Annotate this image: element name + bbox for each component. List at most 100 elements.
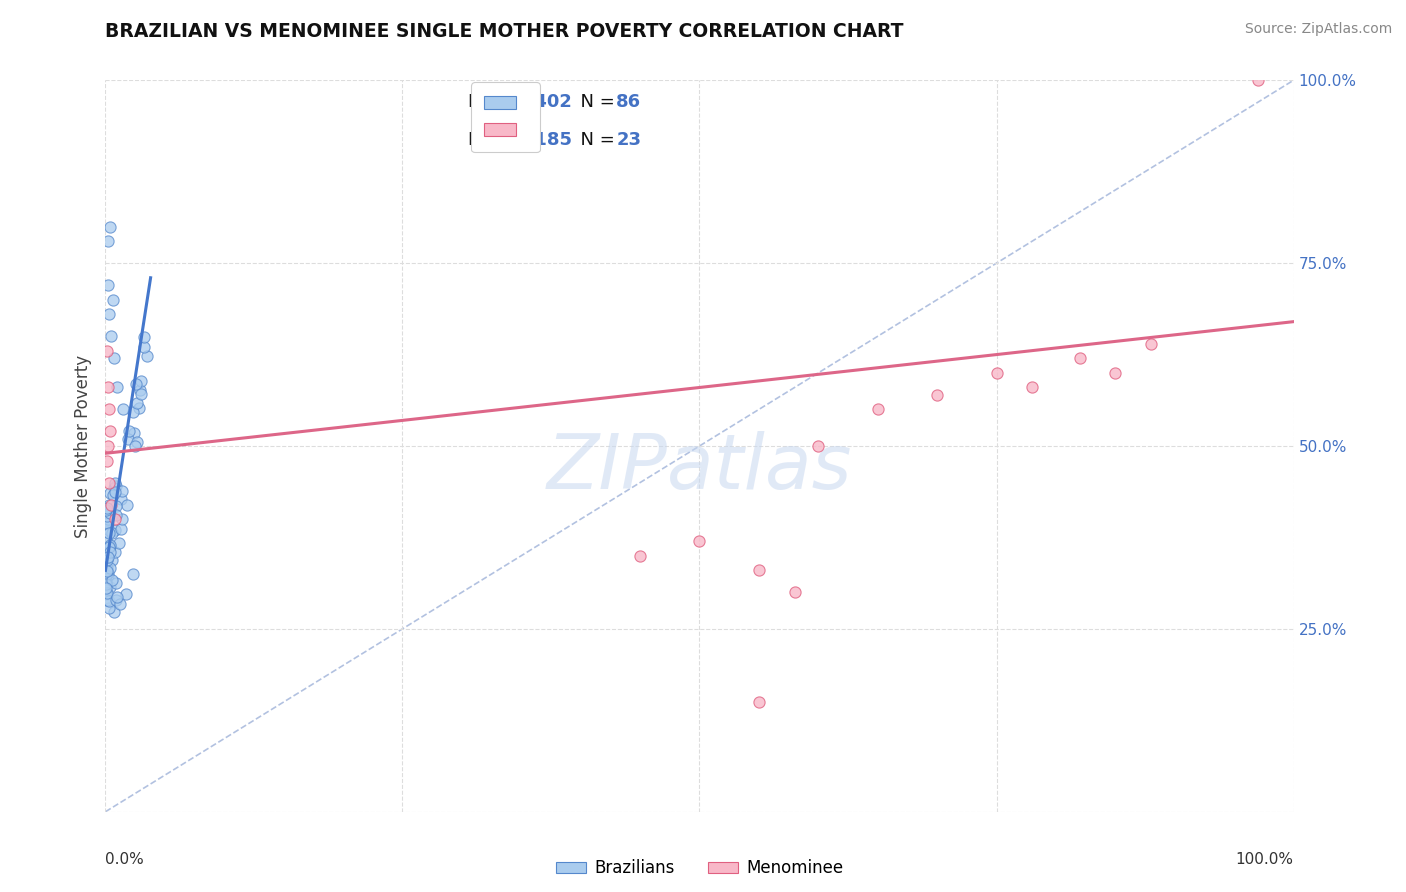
Point: [104, 524, 127, 538]
Point: [103, 351, 125, 366]
Point: [103, 481, 125, 495]
Text: 0.0%: 0.0%: [105, 852, 145, 867]
Point: [111, 483, 134, 498]
Point: [97, 380, 120, 394]
Point: [98, 506, 121, 520]
Point: [98, 523, 121, 537]
Point: [94, 546, 117, 560]
Point: [115, 499, 138, 513]
Point: [111, 512, 134, 526]
Point: [96, 586, 118, 600]
Point: [96, 516, 118, 531]
Point: [101, 488, 124, 502]
Text: N =: N =: [569, 131, 620, 150]
Point: [100, 498, 122, 512]
Point: [98, 560, 121, 574]
Point: [94, 503, 117, 517]
Text: R =: R =: [468, 93, 506, 111]
Point: [97, 278, 120, 293]
Point: [94, 513, 117, 527]
Point: [94, 575, 117, 590]
Point: [122, 567, 145, 582]
Point: [98, 219, 121, 234]
Point: [925, 388, 948, 402]
Point: [104, 545, 127, 559]
Point: [103, 605, 125, 619]
Point: [125, 435, 148, 450]
Point: [104, 576, 127, 591]
Point: [97, 439, 120, 453]
Point: [108, 597, 131, 611]
Text: 23: 23: [616, 131, 641, 150]
Point: [108, 535, 131, 549]
Point: [129, 374, 152, 388]
Text: Source: ZipAtlas.com: Source: ZipAtlas.com: [1244, 22, 1392, 37]
Point: [98, 425, 121, 439]
Point: [96, 552, 118, 566]
Point: [96, 453, 118, 467]
Y-axis label: Single Mother Poverty: Single Mother Poverty: [75, 354, 93, 538]
Point: [115, 587, 138, 601]
Point: [96, 501, 118, 516]
Point: [97, 566, 120, 580]
Point: [748, 563, 770, 577]
Text: R =: R =: [468, 131, 506, 150]
Point: [1247, 73, 1270, 87]
Point: [748, 695, 770, 709]
Point: [112, 402, 135, 417]
Point: [97, 516, 120, 530]
Point: [105, 590, 128, 604]
Point: [1021, 380, 1043, 394]
Text: 0.402: 0.402: [516, 93, 572, 111]
Point: [105, 593, 128, 607]
Point: [96, 512, 118, 526]
Point: [129, 383, 152, 397]
Point: [98, 541, 121, 555]
Point: [96, 560, 118, 574]
Point: [97, 499, 120, 513]
Point: [98, 307, 121, 321]
Point: [124, 425, 146, 440]
Point: [1140, 336, 1163, 351]
Point: [96, 509, 118, 524]
Point: [94, 567, 117, 582]
Point: [117, 432, 139, 446]
Point: [97, 234, 120, 248]
Point: [104, 499, 127, 513]
Point: [1104, 366, 1126, 380]
Point: [104, 512, 127, 526]
Point: [96, 564, 118, 578]
Point: [986, 366, 1008, 380]
Point: [98, 538, 121, 552]
Point: [104, 476, 127, 491]
Point: [98, 539, 121, 553]
Point: [100, 526, 122, 541]
Point: [807, 439, 830, 453]
Point: [101, 293, 124, 307]
Text: 86: 86: [616, 93, 641, 111]
Point: [94, 586, 117, 600]
Point: [110, 491, 132, 506]
Point: [866, 402, 889, 417]
Point: [110, 522, 132, 536]
Point: [98, 486, 121, 500]
Point: [103, 485, 125, 500]
Point: [783, 585, 806, 599]
Point: [97, 526, 120, 541]
Point: [121, 405, 143, 419]
Point: [98, 475, 121, 490]
Point: [689, 534, 711, 549]
Text: 0.185: 0.185: [516, 131, 572, 150]
Point: [128, 401, 150, 416]
Point: [100, 580, 122, 594]
Point: [98, 545, 121, 559]
Point: [94, 514, 117, 528]
Point: [100, 329, 122, 343]
Point: [98, 402, 121, 417]
Point: [101, 553, 124, 567]
Text: ZIPatlas: ZIPatlas: [547, 431, 852, 505]
Point: [132, 330, 155, 344]
Point: [132, 339, 155, 353]
Point: [97, 550, 120, 565]
Point: [628, 549, 651, 563]
